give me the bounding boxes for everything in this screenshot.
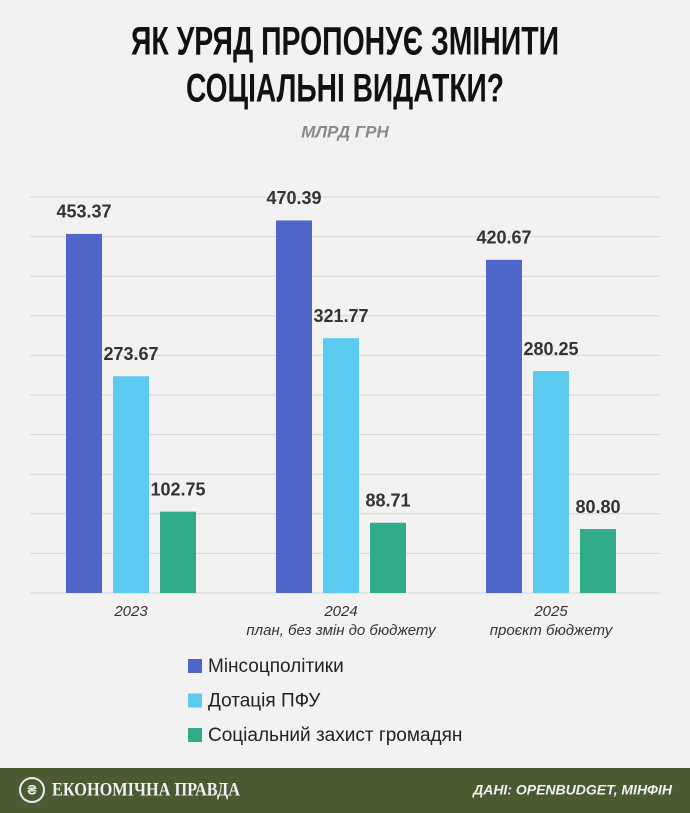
chart-title: СОЦІАЛЬНІ ВИДАТКИ? bbox=[186, 67, 504, 111]
chart-title: ЯК УРЯД ПРОПОНУЄ ЗМІНИТИ bbox=[131, 20, 559, 64]
x-tick-label: 2025 bbox=[533, 603, 568, 620]
bar bbox=[113, 376, 149, 593]
bar bbox=[533, 371, 569, 593]
bar bbox=[370, 522, 406, 593]
footer-band bbox=[0, 768, 690, 813]
chart-subtitle: МЛРД ГРН bbox=[301, 122, 389, 141]
footer-brand: ЕКОНОМІЧНА ПРАВДА bbox=[52, 779, 240, 800]
value-label: 88.71 bbox=[365, 490, 410, 510]
logo-glyph: ₴ bbox=[27, 782, 37, 798]
bar bbox=[323, 338, 359, 593]
legend-swatch bbox=[188, 728, 202, 742]
footer-source: ДАНІ: OPENBUDGET, МІНФІН bbox=[472, 782, 673, 798]
bar bbox=[486, 259, 522, 593]
value-label: 102.75 bbox=[150, 479, 205, 499]
x-tick-label: 2023 bbox=[113, 603, 148, 620]
legend-label: Соціальний захист громадян bbox=[208, 725, 462, 746]
value-label: 80.80 bbox=[575, 497, 620, 517]
value-label: 280.25 bbox=[523, 339, 578, 359]
bar bbox=[66, 233, 102, 593]
x-tick-note: проєкт бюджету bbox=[490, 622, 614, 639]
legend-swatch bbox=[188, 659, 202, 673]
legend-label: Дотація ПФУ bbox=[208, 691, 321, 712]
legend-swatch bbox=[188, 693, 202, 708]
bar bbox=[580, 529, 616, 593]
value-label: 453.37 bbox=[56, 202, 111, 222]
value-label: 470.39 bbox=[266, 188, 321, 208]
bar bbox=[276, 220, 312, 594]
logo-icon bbox=[19, 777, 45, 803]
bar bbox=[160, 511, 196, 593]
x-tick-note: план, без змін до бюджету bbox=[246, 622, 437, 639]
value-label: 321.77 bbox=[313, 306, 368, 326]
x-tick-label: 2024 bbox=[323, 603, 357, 620]
value-label: 420.67 bbox=[476, 228, 531, 248]
value-label: 273.67 bbox=[103, 344, 158, 364]
legend-label: Мінсоцполітики bbox=[208, 656, 344, 677]
